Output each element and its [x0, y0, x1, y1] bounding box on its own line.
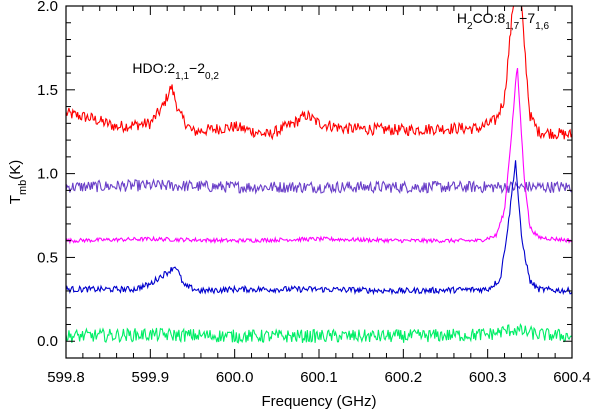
y-tick-label: 2.0 [37, 0, 58, 15]
annotation-h2co: H2CO:81,7−71,6 [457, 10, 550, 32]
x-tick-label: 599.9 [132, 369, 170, 386]
y-tick-label: 1.0 [37, 166, 58, 183]
x-tick-label: 600.1 [300, 369, 338, 386]
series-line-4 [66, 160, 572, 296]
y-tick-label: 0.0 [37, 333, 58, 350]
series-layer [66, 6, 572, 344]
y-tick-label: 0.5 [37, 249, 58, 266]
series-line-5 [66, 322, 572, 344]
y-axis-title-sub: mb [17, 180, 29, 195]
ticks-layer [65, 5, 573, 359]
x-tick-label: 600.4 [553, 369, 591, 386]
x-tick-label: 599.8 [47, 369, 85, 386]
x-tick-label: 600.0 [216, 369, 254, 386]
series-line-3 [66, 67, 572, 245]
y-tick-label: 1.5 [37, 82, 58, 99]
series-line-2 [66, 178, 572, 195]
y-axis-title-main: T [7, 195, 24, 204]
y-axis-title: Tmb(K) [7, 160, 29, 204]
annotation-hdo: HDO:21,1−20,2 [132, 60, 219, 82]
series-line-1 [66, 6, 572, 141]
y-axis-title-suffix: (K) [7, 160, 24, 180]
x-tick-label: 600.2 [385, 369, 423, 386]
x-tick-label: 600.3 [469, 369, 507, 386]
labels-layer: 599.8 599.9 600.0 600.1 600.2 600.3 600.4 0.0 0.… [37, 0, 591, 386]
x-axis-title: Frequency (GHz) [261, 393, 376, 410]
